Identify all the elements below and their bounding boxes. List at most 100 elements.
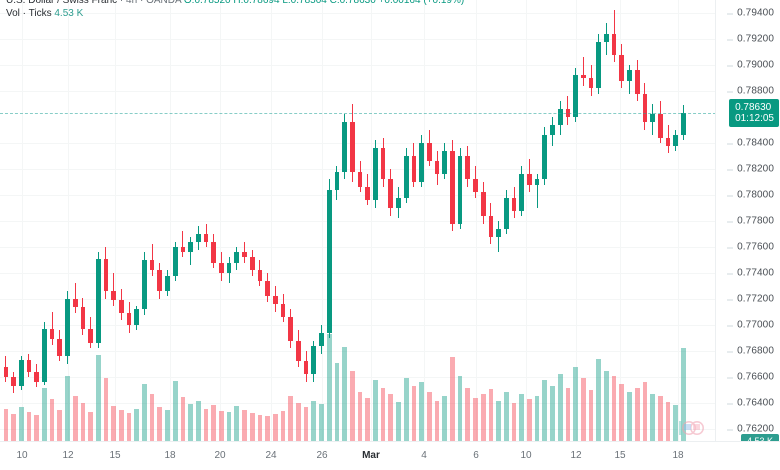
candlestick-body	[49, 328, 55, 340]
price-tick-dash	[727, 221, 734, 222]
price-tick-dash	[727, 169, 734, 170]
time-axis-tick: 20	[214, 450, 226, 461]
volume-bar	[203, 408, 209, 442]
candle-wick	[498, 221, 500, 253]
current-price-value: 0.78630	[735, 102, 772, 114]
legend-volume-row[interactable]: Vol · Ticks 4.53 K	[6, 8, 464, 20]
candle-wick	[151, 244, 153, 276]
candlestick-body	[219, 262, 224, 273]
candlestick-body	[365, 187, 371, 201]
candlestick-body	[573, 75, 578, 117]
candlestick-body	[157, 270, 163, 292]
price-axis-tick: 0.77400	[727, 268, 774, 279]
legend-symbol-row[interactable]: U.S. Dollar / Swiss Franc · 4h · OANDA O…	[6, 0, 464, 7]
time-axis-tick: 18	[672, 450, 684, 461]
candlestick-body	[3, 366, 9, 377]
volume-bar	[311, 400, 317, 442]
volume-bar	[326, 334, 332, 442]
candlestick-body	[388, 179, 394, 208]
volume-bar	[596, 358, 602, 442]
candlestick-body	[242, 252, 247, 258]
legend-symbol: U.S. Dollar / Swiss Franc	[6, 0, 118, 6]
candlestick-body	[542, 135, 548, 180]
horizontal-gridline	[0, 143, 716, 144]
volume-bar	[681, 347, 686, 442]
horizontal-gridline	[0, 247, 716, 248]
candlestick-body	[319, 332, 324, 346]
price-tick-dash	[727, 195, 734, 196]
volume-bar	[180, 397, 186, 442]
vertical-gridline	[526, 0, 527, 442]
candlestick-body	[88, 328, 93, 344]
candlestick-body	[473, 179, 478, 193]
volume-bar	[480, 394, 486, 442]
candlestick-body	[665, 137, 671, 146]
legend-open-label: O	[183, 0, 192, 6]
time-axis-tick: 6	[473, 450, 479, 461]
volume-bar	[650, 394, 655, 442]
candlestick-body	[34, 371, 40, 383]
volume-bar	[619, 383, 625, 442]
volume-bar	[34, 415, 40, 442]
price-axis-tick: 0.78400	[727, 138, 774, 149]
candle-wick	[182, 231, 184, 258]
legend-low-value: 0.78504	[290, 0, 327, 6]
volume-bar	[126, 412, 132, 442]
volume-bar	[134, 408, 140, 442]
volume-bar	[673, 404, 679, 442]
chart-plot-area[interactable]	[0, 0, 716, 442]
candlestick-body	[203, 234, 209, 242]
horizontal-gridline	[0, 91, 716, 92]
volume-bar	[388, 394, 394, 442]
candlestick-body	[627, 70, 632, 81]
chart-legend: U.S. Dollar / Swiss Franc · 4h · OANDA O…	[6, 0, 464, 20]
candlestick-body	[342, 122, 347, 172]
volume-bar	[303, 406, 309, 442]
time-axis[interactable]: 10 12 15 18 20 24 26 Mar 4 6 10 12 15 18	[0, 441, 780, 470]
price-axis-tick: 0.76200	[727, 424, 774, 435]
volume-bar	[88, 411, 93, 442]
candlestick-body	[165, 275, 170, 292]
volume-bar	[288, 396, 294, 442]
volume-bar	[473, 398, 478, 442]
time-axis-tick: 10	[520, 450, 532, 461]
candlestick-body	[26, 360, 32, 372]
candlestick-body	[396, 197, 401, 208]
volume-bar	[249, 412, 255, 442]
volume-bar	[57, 409, 63, 442]
candlestick-body	[550, 124, 555, 136]
current-price-badge[interactable]: 0.78630 01:12:05	[729, 99, 779, 128]
candlestick-body	[234, 252, 240, 263]
candlestick-body	[650, 114, 655, 123]
candlestick-body	[604, 33, 609, 42]
vertical-gridline	[476, 0, 477, 442]
vertical-gridline	[576, 0, 577, 442]
legend-close-value: 0.78630	[339, 0, 376, 6]
legend-interval: 4h	[126, 0, 138, 6]
horizontal-gridline	[0, 299, 716, 300]
time-axis-tick: Mar	[362, 450, 380, 461]
candlestick-body	[488, 215, 494, 237]
price-axis[interactable]: 0.79400 0.79200 0.79000 0.78800 0.78400 0.782…	[715, 0, 780, 448]
volume-bar	[280, 410, 286, 442]
candle-wick	[536, 174, 538, 208]
volume-bar	[434, 400, 440, 442]
time-axis-tick: 26	[316, 450, 328, 461]
candlestick-body	[126, 313, 132, 325]
candlestick-body	[195, 234, 201, 242]
candlestick-body	[380, 148, 386, 180]
volume-bar	[72, 396, 78, 442]
price-tick-dash	[727, 429, 734, 430]
vertical-gridline	[271, 0, 272, 442]
candlestick-body	[80, 306, 86, 329]
volume-bar	[257, 415, 263, 442]
vertical-gridline	[678, 0, 679, 442]
volume-bar	[349, 371, 355, 442]
volume-bar	[534, 396, 540, 442]
legend-volume-value: 4.53 K	[54, 8, 84, 19]
candlestick-body	[311, 345, 317, 375]
volume-bar	[49, 399, 55, 442]
volume-bar	[118, 409, 124, 442]
price-tick-dash	[727, 39, 734, 40]
candlestick-body	[527, 174, 532, 185]
